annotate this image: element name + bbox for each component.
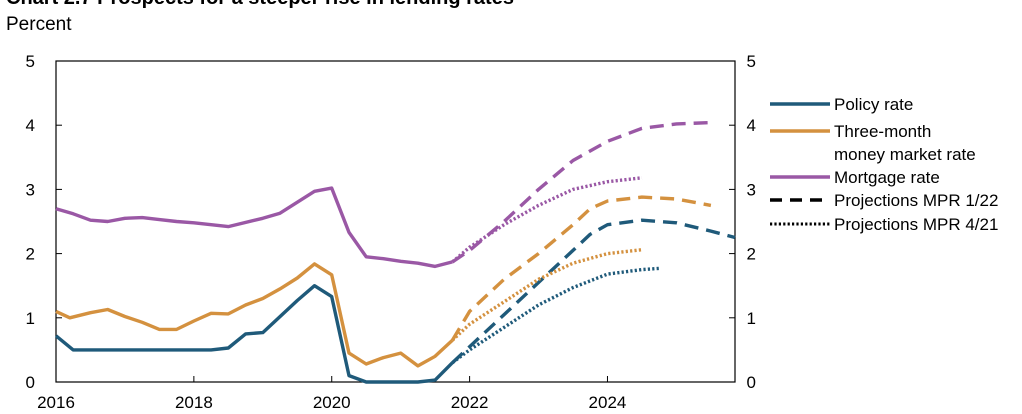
y-tick-label-right: 1 (747, 309, 756, 328)
y-tick-label-right: 0 (747, 373, 756, 392)
series-line-0 (54, 284, 454, 384)
legend: Policy rate Three-month money market rate M… (770, 95, 998, 234)
series-line-2 (55, 186, 453, 269)
legend-label-4: Projections MPR 4/21 (834, 215, 998, 234)
series-line-1 (55, 262, 454, 368)
y-tick-label-right: 3 (747, 180, 756, 199)
chart-title: Chart 2.7 Prospects for a steeper rise i… (6, 0, 514, 10)
x-tick-label: 2020 (313, 393, 351, 412)
x-tick-label: 2024 (589, 393, 627, 412)
legend-label-1-line2: money market rate (834, 145, 976, 164)
series-line-4 (450, 195, 712, 342)
legend-label-0: Policy rate (834, 95, 913, 114)
series-line-3 (451, 218, 736, 364)
y-tick-label-right: 2 (747, 245, 756, 264)
y-tick-label-left: 3 (26, 180, 35, 199)
series-line-7 (451, 248, 643, 342)
y-tick-label-left: 4 (26, 116, 35, 135)
series-layer (54, 120, 736, 384)
x-tick-label: 2016 (37, 393, 75, 412)
x-tick-label: 2022 (451, 393, 489, 412)
y-tick-label-left: 2 (26, 245, 35, 264)
y-tick-label-right: 4 (747, 116, 756, 135)
legend-label-1: Three-month (834, 122, 931, 141)
legend-label-3: Projections MPR 1/22 (834, 191, 998, 210)
legend-label-2: Mortgage rate (834, 168, 940, 187)
y-tick-label-right: 5 (747, 52, 756, 71)
series-line-8 (451, 176, 643, 264)
x-tick-label: 2018 (175, 393, 213, 412)
y-tick-label-left: 5 (26, 52, 35, 71)
ticks-layer: 2016 2018 2020 2022 2024 0 0 1 1 2 2 3 3 4 4 5 5 (26, 52, 756, 412)
y-tick-label-left: 0 (26, 373, 35, 392)
series-line-6 (451, 266, 660, 365)
chart-subtitle: Percent (6, 14, 72, 35)
y-tick-label-left: 1 (26, 309, 35, 328)
